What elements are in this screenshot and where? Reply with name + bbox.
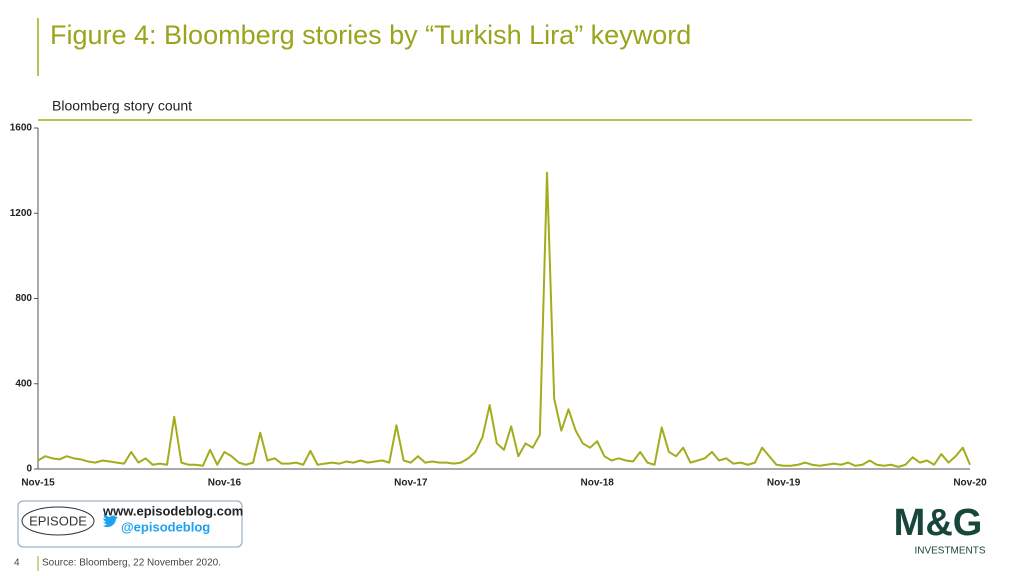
x-tick-label: Nov-17: [394, 478, 428, 489]
y-tick-label: 800: [15, 293, 32, 304]
x-tick-label: Nov-19: [767, 478, 801, 489]
twitter: @episodeblog: [121, 519, 210, 534]
chart-title: Figure 4: Bloomberg stories by “Turkish …: [50, 20, 691, 50]
x-tick-label: Nov-16: [208, 478, 242, 489]
website: www.episodeblog.com: [102, 503, 243, 518]
page-number: 4: [14, 558, 20, 569]
x-tick-label: Nov-18: [581, 478, 615, 489]
twitter-icon: [102, 514, 118, 528]
plot: 0 400 800 1200 1600 Nov-15 Nov-16 Nov-17 Nov-18 N…: [10, 123, 987, 489]
episode-logo: EPISODE: [29, 513, 87, 528]
episode-ellipse: [21, 506, 95, 536]
y-tick-label: 0: [26, 464, 32, 475]
y-tick-label: 400: [15, 378, 32, 389]
x-tick-label: Nov-15: [21, 478, 55, 489]
y-tick-label: 1200: [10, 208, 33, 219]
x-tick-label: Nov-20: [953, 478, 987, 489]
brand: M&G: [894, 502, 983, 544]
data-line: [37, 171, 971, 468]
source: Source: Bloomberg, 22 November 2020.: [42, 558, 221, 569]
chart-subtitle: Bloomberg story count: [52, 98, 192, 114]
y-tick-label: 1600: [10, 123, 33, 134]
brand-sub: INVESTMENTS: [914, 546, 985, 557]
